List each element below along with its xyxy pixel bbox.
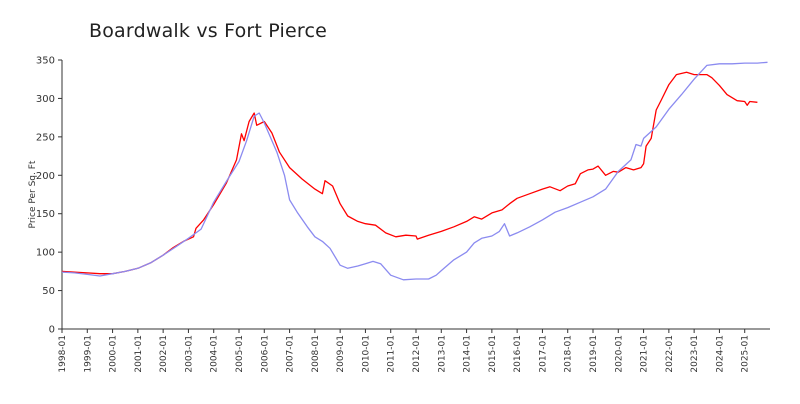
x-tick-label: 2013-01 xyxy=(437,335,447,373)
y-tick-label: 350 xyxy=(36,56,55,67)
x-tick-label: 2003-01 xyxy=(184,335,194,373)
x-tick-label: 2024-01 xyxy=(715,335,725,373)
x-tick-label: 2001-01 xyxy=(134,335,144,373)
x-tick-label: 2019-01 xyxy=(589,335,599,373)
y-tick-label: 200 xyxy=(36,171,55,182)
y-tick-label: 300 xyxy=(36,94,55,105)
x-tick-label: 2017-01 xyxy=(538,335,548,373)
x-tick-label: 2011-01 xyxy=(387,335,397,373)
x-tick-label: 2021-01 xyxy=(640,335,650,373)
x-tick-label: 2014-01 xyxy=(463,335,473,373)
x-tick-label: 2018-01 xyxy=(564,335,574,373)
x-tick-label: 2012-01 xyxy=(412,335,422,373)
x-tick-label: 2008-01 xyxy=(311,335,321,373)
x-tick-label: 2016-01 xyxy=(513,335,523,373)
y-tick-label: 0 xyxy=(49,325,55,336)
y-tick-label: 250 xyxy=(36,132,55,143)
x-tick-label: 2015-01 xyxy=(488,335,498,373)
y-tick-label: 50 xyxy=(42,286,55,297)
x-tick-label: 2004-01 xyxy=(210,335,220,373)
x-tick-label: 2010-01 xyxy=(361,335,371,373)
y-tick-label: 150 xyxy=(36,209,55,220)
chart-title: Boardwalk vs Fort Pierce xyxy=(89,20,328,42)
x-tick-label: 2022-01 xyxy=(665,335,675,373)
x-tick-label: 1998-01 xyxy=(58,335,68,373)
x-tick-label: 2002-01 xyxy=(159,335,169,373)
x-tick-label: 2025-01 xyxy=(741,335,751,373)
y-tick-label: 100 xyxy=(36,248,55,259)
x-tick-label: 2007-01 xyxy=(286,335,296,373)
x-tick-label: 2005-01 xyxy=(235,335,245,373)
series-line-red xyxy=(61,71,758,275)
series-line-blue xyxy=(61,61,768,281)
x-tick-label: 2020-01 xyxy=(614,335,624,373)
x-tick-label: 2000-01 xyxy=(109,335,119,373)
y-axis-label: Price Per Sq. Ft xyxy=(28,160,38,228)
x-tick-label: 1999-01 xyxy=(83,335,93,373)
x-tick-label: 2023-01 xyxy=(690,335,700,373)
x-tick-label: 2009-01 xyxy=(336,335,346,373)
x-tick-label: 2006-01 xyxy=(260,335,270,373)
